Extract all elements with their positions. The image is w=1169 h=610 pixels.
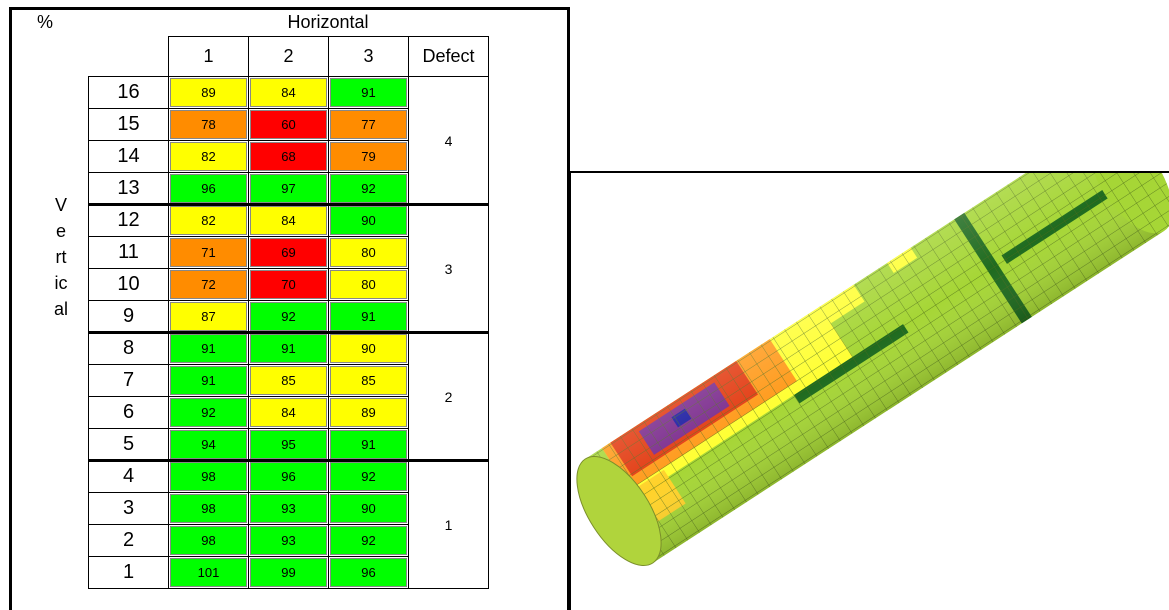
data-cell: 85 (250, 366, 327, 395)
data-cell: 95 (250, 430, 327, 459)
data-cell: 70 (250, 270, 327, 299)
data-cell: 85 (330, 366, 407, 395)
data-cell: 60 (250, 110, 327, 139)
data-cell: 91 (170, 366, 247, 395)
data-cell: 92 (330, 526, 407, 555)
corner-label: % (30, 10, 60, 34)
data-cell: 92 (250, 302, 327, 331)
page: % Horizontal Vertical (0, 0, 1169, 610)
data-cell: 68 (250, 142, 327, 171)
row-label: 10 (88, 268, 169, 301)
row-label: 16 (88, 76, 169, 109)
data-cell: 78 (170, 110, 247, 139)
data-cell: 96 (170, 174, 247, 203)
data-cell: 98 (170, 526, 247, 555)
defect-cell: 1 (408, 460, 489, 589)
data-cell: 91 (330, 302, 407, 331)
row-label: 2 (88, 524, 169, 557)
row-label: 1 (88, 556, 169, 589)
data-cell: 93 (250, 526, 327, 555)
defect-cell: 3 (408, 204, 489, 333)
column-header: 2 (248, 36, 329, 77)
row-label: 9 (88, 300, 169, 333)
data-cell: 82 (170, 206, 247, 235)
data-cell: 69 (250, 238, 327, 267)
data-cell: 98 (170, 462, 247, 491)
cylinder-image (571, 173, 1169, 610)
column-header: 1 (168, 36, 249, 77)
data-cell: 92 (330, 174, 407, 203)
row-label: 4 (88, 460, 169, 493)
row-label: 15 (88, 108, 169, 141)
row-label: 12 (88, 204, 169, 237)
data-cell: 90 (330, 494, 407, 523)
header-label: Horizontal (168, 10, 488, 34)
data-cell: 91 (330, 430, 407, 459)
data-cell: 82 (170, 142, 247, 171)
data-cell: 96 (250, 462, 327, 491)
vertical-label: Vertical (54, 192, 68, 322)
data-cell: 91 (250, 334, 327, 363)
data-cell: 93 (250, 494, 327, 523)
column-header: Defect (408, 36, 489, 77)
defect-cell: 2 (408, 332, 489, 461)
data-cell: 87 (170, 302, 247, 331)
row-label: 8 (88, 332, 169, 365)
group-divider (88, 331, 489, 334)
column-header: 3 (328, 36, 409, 77)
data-cell: 77 (330, 110, 407, 139)
data-cell: 89 (330, 398, 407, 427)
data-cell: 84 (250, 78, 327, 107)
image-frame (568, 171, 1169, 610)
data-cell: 99 (250, 558, 327, 587)
group-divider (88, 459, 489, 462)
data-cell: 84 (250, 206, 327, 235)
data-cell: 80 (330, 238, 407, 267)
data-cell: 92 (170, 398, 247, 427)
row-label: 11 (88, 236, 169, 269)
data-cell: 98 (170, 494, 247, 523)
data-cell: 91 (170, 334, 247, 363)
data-cell: 79 (330, 142, 407, 171)
data-cell: 84 (250, 398, 327, 427)
data-cell: 101 (170, 558, 247, 587)
data-cell: 89 (170, 78, 247, 107)
data-cell: 92 (330, 462, 407, 491)
row-label: 3 (88, 492, 169, 525)
row-label: 14 (88, 140, 169, 173)
data-cell: 90 (330, 206, 407, 235)
row-label: 5 (88, 428, 169, 461)
defect-cell: 4 (408, 76, 489, 205)
data-cell: 90 (330, 334, 407, 363)
row-label: 6 (88, 396, 169, 429)
data-cell: 72 (170, 270, 247, 299)
data-cell: 94 (170, 430, 247, 459)
data-cell: 96 (330, 558, 407, 587)
row-label: 13 (88, 172, 169, 205)
data-cell: 80 (330, 270, 407, 299)
row-label: 7 (88, 364, 169, 397)
data-cell: 91 (330, 78, 407, 107)
group-divider (88, 203, 489, 206)
data-cell: 97 (250, 174, 327, 203)
data-cell: 71 (170, 238, 247, 267)
